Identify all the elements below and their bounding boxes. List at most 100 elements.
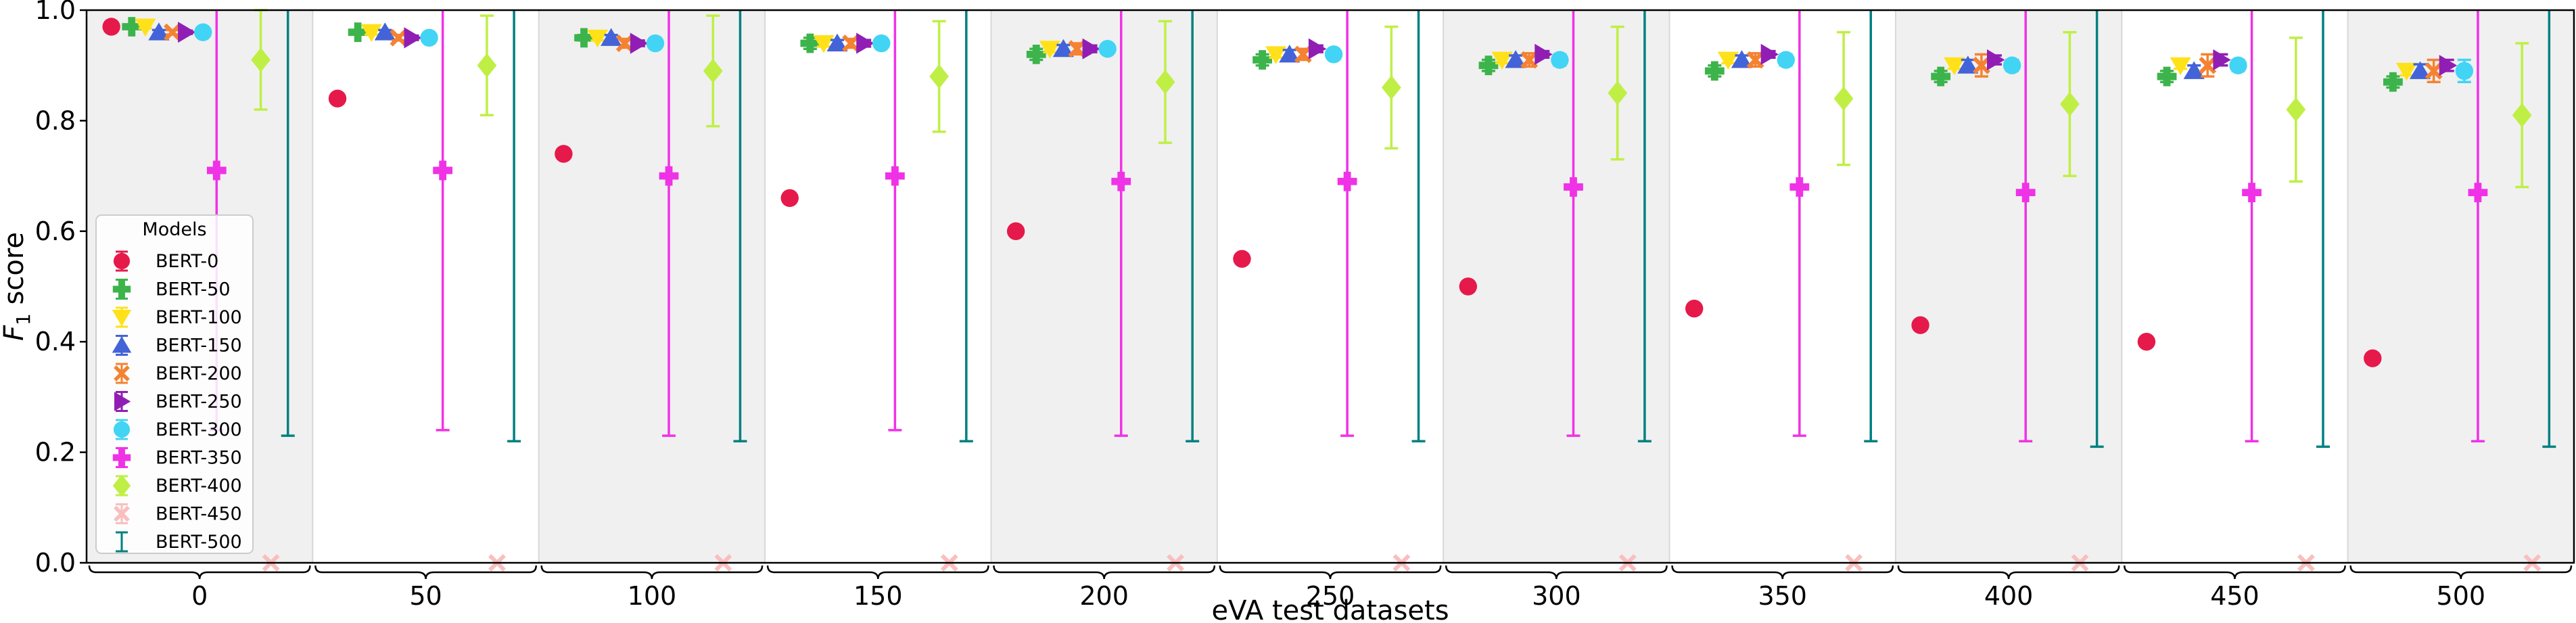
- data-point-bert-500-350: [1864, 10, 1878, 443]
- marker: [178, 22, 196, 43]
- x-group-bracket: [1445, 565, 1668, 580]
- marker: [374, 22, 396, 41]
- group-shade-400: [1895, 10, 2122, 563]
- data-point-bert-250-400: [1987, 49, 2005, 71]
- x-tick-label: 150: [853, 581, 903, 611]
- data-point-bert-250-100: [630, 32, 649, 54]
- data-point-bert-0-150: [780, 189, 799, 207]
- data-point-bert-400-350: [1833, 30, 1854, 166]
- legend-box: [95, 214, 254, 554]
- data-point-bert-250-50: [404, 27, 422, 49]
- data-point-bert-150-0: [148, 22, 170, 41]
- legend-marker: [114, 505, 130, 522]
- marker: [348, 22, 368, 43]
- marker: [1026, 44, 1046, 64]
- data-point-bert-250-0: [178, 22, 196, 43]
- marker: [1459, 277, 1478, 296]
- marker: [703, 58, 723, 83]
- marker: [404, 27, 422, 49]
- marker: [1551, 51, 1569, 69]
- data-point-bert-400-200: [1155, 20, 1175, 144]
- marker: [1279, 44, 1301, 63]
- data-point-bert-0-0: [102, 18, 120, 36]
- marker: [206, 160, 227, 181]
- legend-entry-bert-0: BERT-0: [113, 250, 218, 272]
- marker: [2060, 91, 2080, 116]
- legend-entry-bert-350: BERT-350: [112, 447, 242, 469]
- data-point-bert-100-450: [2170, 57, 2191, 76]
- data-point-bert-50-0: [122, 17, 142, 37]
- marker: [328, 89, 347, 108]
- data-point-bert-250-350: [1760, 43, 1779, 65]
- x-tick-label: 300: [1532, 581, 1581, 611]
- marker: [1685, 299, 1704, 318]
- group-shading: [87, 10, 2574, 563]
- data-point-bert-400-300: [1608, 25, 1628, 161]
- y-axis-label-sub: 1: [12, 313, 34, 325]
- data-point-bert-50-500: [2383, 72, 2403, 92]
- marker: [2286, 97, 2306, 122]
- legend-label: BERT-300: [156, 419, 242, 440]
- data-point-bert-500-150: [959, 10, 973, 443]
- data-point-bert-300-450: [2229, 56, 2247, 74]
- marker: [1746, 51, 1764, 69]
- x-tick-label: 250: [1306, 581, 1355, 611]
- data-point-bert-350-450: [2242, 10, 2262, 443]
- marker: [1098, 39, 1117, 58]
- data-point-bert-250-250: [1308, 38, 1327, 60]
- x-group-bracket: [314, 565, 537, 580]
- marker: [1704, 61, 1725, 81]
- data-point-bert-0-50: [328, 89, 347, 108]
- marker: [164, 23, 181, 41]
- marker: [1265, 46, 1287, 64]
- series-bert-300: [194, 23, 2474, 83]
- data-point-bert-0-300: [1459, 277, 1478, 296]
- marker: [1233, 250, 1251, 268]
- series-bert-250: [178, 22, 2458, 76]
- data-point-bert-100-200: [1039, 41, 1060, 59]
- x-group-bracket: [1219, 565, 1442, 580]
- legend-marker: [112, 336, 132, 353]
- legend-entry-bert-300: BERT-300: [113, 419, 242, 440]
- data-point-bert-350-150: [885, 10, 905, 432]
- series-bert-150: [148, 22, 2431, 79]
- series-bert-200: [164, 23, 2443, 83]
- marker: [1068, 40, 1086, 58]
- marker: [1944, 57, 1965, 76]
- marker: [586, 29, 609, 48]
- marker: [1608, 80, 1628, 106]
- marker: [1520, 51, 1539, 69]
- marker: [646, 34, 665, 53]
- marker: [2409, 61, 2431, 79]
- x-tick-label: 0: [191, 581, 208, 611]
- x-tick-label: 400: [1984, 581, 2034, 611]
- x-group-bracket: [1897, 565, 2120, 580]
- marker: [2425, 62, 2443, 80]
- marker: [433, 160, 453, 181]
- marker: [102, 18, 120, 36]
- marker: [360, 24, 382, 43]
- data-point-bert-400-100: [703, 14, 723, 128]
- legend-title: Models: [142, 219, 206, 240]
- marker: [1973, 56, 1990, 74]
- marker: [2364, 349, 2382, 367]
- series-bert-500: [281, 10, 2556, 448]
- x-tick-label: 100: [628, 581, 677, 611]
- y-axis-label: F1 score: [0, 232, 34, 341]
- data-point-bert-0-400: [1911, 316, 1929, 334]
- data-point-bert-150-50: [374, 22, 396, 41]
- axes: 0.0 0.2 0.4 0.6 0.8 1.0 0 50 100 150 200 250 300 350 4…: [35, 0, 2575, 611]
- data-point-bert-300-50: [420, 28, 438, 47]
- data-point-bert-300-300: [1551, 51, 1569, 69]
- marker: [135, 18, 156, 37]
- marker: [1308, 38, 1327, 60]
- data-point-bert-500-400: [2090, 10, 2104, 448]
- data-point-bert-250-150: [856, 32, 874, 54]
- legend-entry-bert-500: BERT-500: [116, 531, 242, 553]
- legend-marker: [114, 365, 130, 382]
- data-point-bert-200-200: [1068, 40, 1086, 58]
- y-tick-label: 0.6: [35, 216, 76, 246]
- marker: [2015, 183, 2036, 203]
- data-point-bert-100-500: [2395, 62, 2418, 81]
- data-point-bert-200-400: [1973, 53, 1990, 78]
